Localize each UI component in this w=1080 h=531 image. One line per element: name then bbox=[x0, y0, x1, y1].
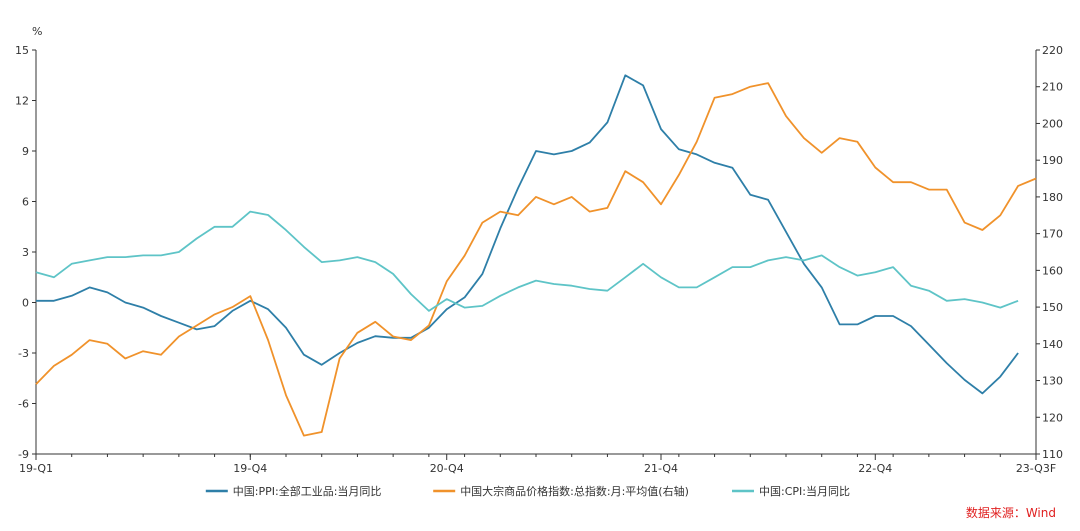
data-source-note: 数据来源：Wind bbox=[965, 506, 1056, 520]
series-line-1 bbox=[36, 74, 1019, 395]
left-tick-label: 9 bbox=[22, 145, 29, 158]
left-tick-label: -9 bbox=[18, 448, 29, 461]
right-tick-label: 210 bbox=[1042, 81, 1063, 94]
left-tick-label: 3 bbox=[22, 246, 29, 259]
left-tick-label: 0 bbox=[22, 297, 29, 310]
right-tick-label: 140 bbox=[1042, 338, 1063, 351]
right-tick-label: 190 bbox=[1042, 154, 1063, 167]
legend-label-1: 中国:PPI:全部工业品:当月同比 bbox=[233, 484, 382, 498]
right-tick-label: 160 bbox=[1042, 264, 1063, 277]
y-unit-label: % bbox=[32, 25, 42, 38]
right-y-axis: 110 120 130 140 150 160 170 180 190 200 210 220 bbox=[1035, 44, 1063, 461]
right-tick-label: 150 bbox=[1042, 301, 1063, 314]
x-tick-label: 23-Q3F bbox=[1016, 462, 1056, 475]
right-tick-label: 110 bbox=[1042, 448, 1063, 461]
x-tick-label: 20-Q4 bbox=[430, 462, 464, 475]
x-tick-label: 21-Q4 bbox=[644, 462, 678, 475]
left-tick-label: -3 bbox=[18, 347, 29, 360]
x-tick-label: 22-Q4 bbox=[858, 462, 892, 475]
left-y-axis: -9 -6 -3 0 3 6 9 12 15 bbox=[15, 44, 37, 461]
left-tick-label: -6 bbox=[18, 398, 29, 411]
right-tick-label: 120 bbox=[1042, 411, 1063, 424]
x-axis: 19-Q1 19-Q4 20-Q4 21-Q4 22-Q4 23-Q3F bbox=[19, 453, 1056, 475]
x-tick-label: 19-Q1 bbox=[19, 462, 53, 475]
legend: 中国:PPI:全部工业品:当月同比 中国大宗商品价格指数:总指数:月:平均值(右轴… bbox=[205, 484, 850, 498]
series-line-3 bbox=[35, 210, 1019, 312]
x-tick-label: 19-Q4 bbox=[233, 462, 267, 475]
right-tick-label: 200 bbox=[1042, 117, 1063, 130]
legend-label-3: 中国:CPI:当月同比 bbox=[759, 484, 850, 498]
right-tick-label: 220 bbox=[1042, 44, 1063, 57]
right-tick-label: 130 bbox=[1042, 375, 1063, 388]
left-tick-label: 6 bbox=[22, 196, 29, 209]
series-layer bbox=[35, 74, 1037, 437]
right-tick-label: 180 bbox=[1042, 191, 1063, 204]
right-tick-label: 170 bbox=[1042, 228, 1063, 241]
legend-label-2: 中国大宗商品价格指数:总指数:月:平均值(右轴) bbox=[460, 484, 689, 498]
left-tick-label: 12 bbox=[15, 95, 29, 108]
left-tick-label: 15 bbox=[15, 44, 29, 57]
series-line-2 bbox=[35, 82, 1037, 437]
